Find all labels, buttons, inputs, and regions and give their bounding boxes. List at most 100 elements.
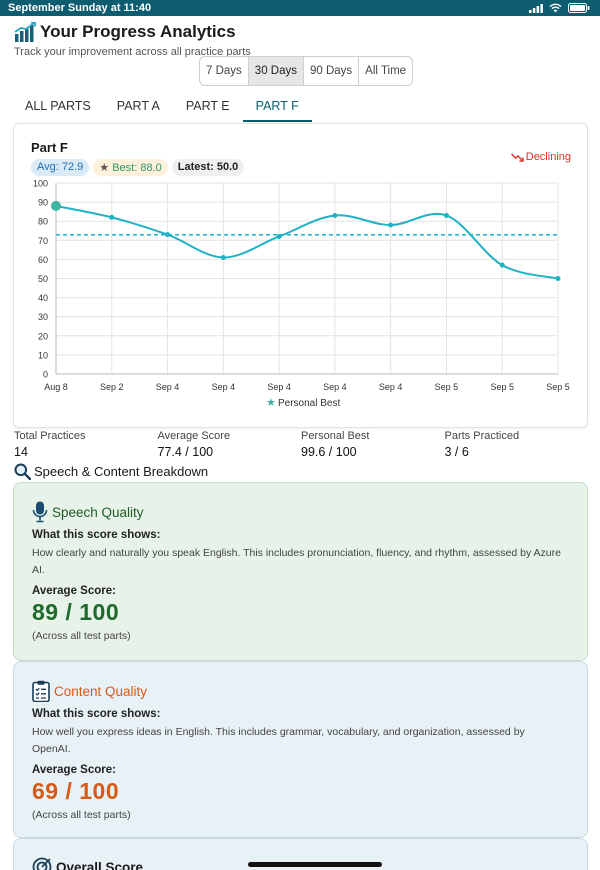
legend-star-icon: ★ xyxy=(266,396,276,409)
y-tick-label: 0 xyxy=(43,370,48,380)
page-title: Your Progress Analytics xyxy=(40,22,236,41)
stat-label: Parts Practiced xyxy=(444,430,520,442)
tab-all-parts[interactable]: ALL PARTS xyxy=(25,99,91,113)
content-score: 69 / 100 xyxy=(32,778,120,804)
analytics-chart-icon xyxy=(14,22,36,42)
stat-personal-best: Personal Best 99.6 / 100 xyxy=(301,430,445,459)
stat-parts-practiced: Parts Practiced 3 / 6 xyxy=(445,430,589,459)
data-point xyxy=(555,276,561,281)
stat-value: 99.6 / 100 xyxy=(301,445,357,459)
trend-label: Declining xyxy=(525,151,571,163)
trend-down-icon xyxy=(510,153,524,162)
microphone-icon xyxy=(32,501,48,523)
y-tick-label: 90 xyxy=(38,198,48,208)
stats-row: Total Practices 14 Average Score 77.4 / … xyxy=(14,430,588,459)
y-tick-label: 20 xyxy=(38,331,48,341)
stat-average-score: Average Score 77.4 / 100 xyxy=(158,430,302,459)
x-tick-label: Sep 2 xyxy=(100,382,124,392)
battery-icon xyxy=(568,3,590,13)
score-chart-card: 0 10 20 30 40 50 60 70 80 90 100 Aug 8 Sep 2 Sep 4 Sep… xyxy=(13,123,588,428)
stat-value: 77.4 / 100 xyxy=(157,445,214,459)
magnifier-icon xyxy=(14,463,31,480)
wifi-icon xyxy=(549,3,562,13)
content-avg-label: Average Score: xyxy=(32,764,116,776)
x-tick-label: Sep 4 xyxy=(156,382,180,392)
y-tick-label: 70 xyxy=(38,236,48,246)
y-tick-label: 10 xyxy=(38,350,48,360)
data-point xyxy=(276,233,282,239)
stat-label: Average Score xyxy=(157,430,231,442)
stat-value: 3 / 6 xyxy=(444,445,469,459)
data-point xyxy=(109,214,115,220)
page-header: Your Progress Analytics Track your impro… xyxy=(0,16,600,58)
tab-part-e[interactable]: PART E xyxy=(185,99,230,113)
page-subtitle: Track your improvement across all practi… xyxy=(14,46,251,58)
y-tick-label: 50 xyxy=(38,274,48,284)
best-chip-label: Best: 88.0 xyxy=(112,162,162,174)
latest-chip: Latest: 50.0 xyxy=(171,159,245,176)
range-7-days-button[interactable]: 7 Days xyxy=(200,57,249,85)
y-tick-label: 60 xyxy=(38,255,48,265)
date-range-selector: 7 Days 30 Days 90 Days All Time xyxy=(199,56,414,86)
speech-score: 89 / 100 xyxy=(32,599,120,625)
speech-note: (Across all test parts) xyxy=(32,630,131,642)
content-card-description: How well you express ideas in English. T… xyxy=(32,726,525,755)
x-tick-label: Sep 5 xyxy=(490,382,514,392)
personal-best-point xyxy=(51,200,61,211)
status-datetime: September Sunday at 11:40 xyxy=(8,2,152,14)
legend-label: Personal Best xyxy=(278,398,340,409)
stat-label: Personal Best xyxy=(301,430,370,442)
x-tick-label: Sep 5 xyxy=(546,382,570,392)
chart-title: Part F xyxy=(31,140,68,155)
data-point xyxy=(388,222,394,228)
score-line-chart: 0 10 20 30 40 50 60 70 80 90 100 Aug 8 Sep 2 Sep 4 Sep… xyxy=(33,179,570,410)
home-indicator[interactable] xyxy=(248,862,382,867)
data-point xyxy=(220,254,226,260)
speech-quality-card: Speech Quality What this score shows: Ho… xyxy=(13,482,588,661)
trend-indicator: Declining xyxy=(510,151,571,163)
status-bar: September Sunday at 11:40 xyxy=(0,0,600,16)
average-chip: Avg: 72.9 xyxy=(31,159,90,176)
speech-avg-label: Average Score: xyxy=(32,585,116,597)
overall-card-title: Overall Score xyxy=(56,859,144,870)
content-card-heading: What this score shows: xyxy=(32,708,161,720)
x-tick-label: Sep 4 xyxy=(379,382,403,392)
speech-card-description: How clearly and naturally you speak Engl… xyxy=(32,547,561,576)
y-tick-label: 30 xyxy=(38,312,48,322)
range-30-days-button[interactable]: 30 Days xyxy=(248,57,304,85)
signal-icon xyxy=(529,3,543,13)
content-card-title: Content Quality xyxy=(54,683,148,699)
series-line xyxy=(55,204,559,280)
data-point xyxy=(499,262,505,268)
x-tick-label: Aug 8 xyxy=(44,382,68,392)
range-all-time-button[interactable]: All Time xyxy=(365,65,407,77)
target-icon xyxy=(32,857,52,870)
x-tick-label: Sep 4 xyxy=(212,382,236,392)
breakdown-section-title: Speech & Content Breakdown xyxy=(14,463,208,480)
status-icons xyxy=(529,3,590,13)
y-tick-label: 80 xyxy=(38,217,48,227)
data-point xyxy=(332,212,338,218)
part-tabs: ALL PARTS PART A PART E PART F xyxy=(12,92,588,122)
x-tick-label: Sep 4 xyxy=(267,382,291,392)
stat-label: Total Practices xyxy=(14,430,86,442)
y-tick-label: 100 xyxy=(33,179,48,189)
data-point xyxy=(443,212,449,218)
breakdown-title: Speech & Content Breakdown xyxy=(34,464,209,479)
speech-card-heading: What this score shows: xyxy=(32,529,161,541)
speech-card-title: Speech Quality xyxy=(52,504,144,520)
data-point xyxy=(165,232,171,238)
x-tick-label: Sep 5 xyxy=(435,382,459,392)
x-tick-label: Sep 4 xyxy=(323,382,347,392)
tab-part-f[interactable]: PART F xyxy=(242,92,312,122)
best-chip: ★ Best: 88.0 xyxy=(93,159,168,176)
content-note: (Across all test parts) xyxy=(32,809,131,821)
star-icon: ★ xyxy=(99,162,110,174)
range-90-days-button[interactable]: 90 Days xyxy=(304,57,360,85)
stat-total-practices: Total Practices 14 xyxy=(14,430,158,459)
content-quality-card: Content Quality What this score shows: H… xyxy=(13,661,588,838)
tab-part-a[interactable]: PART A xyxy=(116,99,160,113)
clipboard-icon xyxy=(32,680,50,702)
y-tick-label: 40 xyxy=(38,293,48,303)
stat-value: 14 xyxy=(14,445,28,459)
